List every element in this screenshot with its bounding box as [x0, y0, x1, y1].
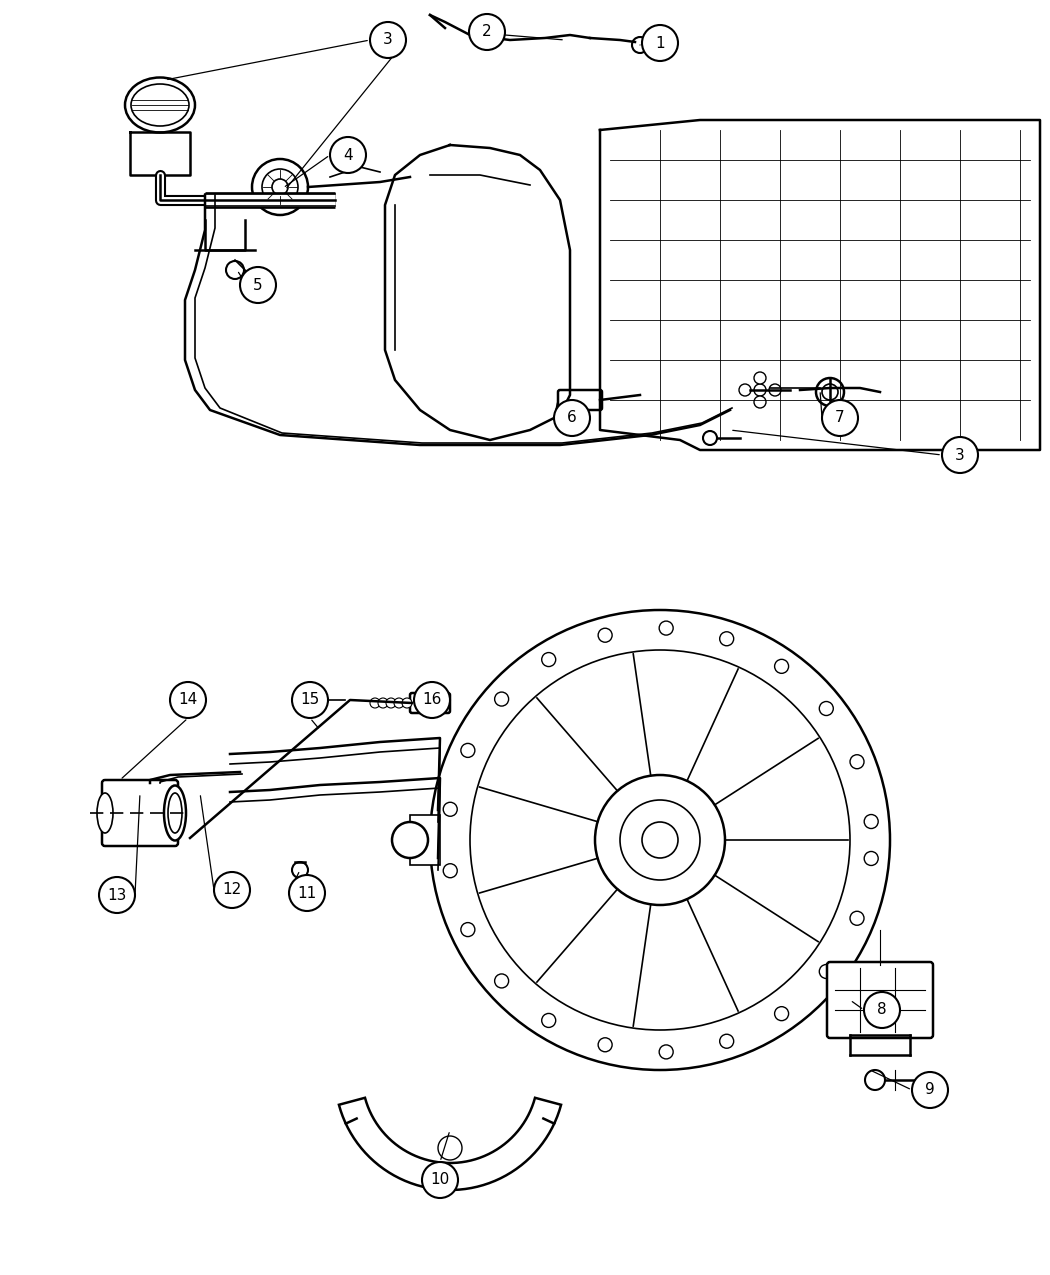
Polygon shape	[410, 815, 440, 864]
Circle shape	[461, 923, 475, 937]
Ellipse shape	[97, 793, 113, 833]
Circle shape	[642, 822, 678, 858]
Circle shape	[394, 697, 404, 708]
Circle shape	[252, 159, 308, 215]
Circle shape	[912, 1072, 948, 1108]
Circle shape	[469, 14, 505, 50]
Text: 16: 16	[422, 692, 442, 708]
Circle shape	[632, 37, 648, 54]
Circle shape	[470, 650, 850, 1030]
Circle shape	[554, 400, 590, 436]
Circle shape	[478, 1163, 491, 1177]
Text: 4: 4	[343, 148, 353, 162]
Text: 1: 1	[655, 36, 665, 51]
FancyBboxPatch shape	[827, 963, 933, 1038]
Circle shape	[360, 1126, 374, 1140]
Circle shape	[864, 992, 900, 1028]
Circle shape	[850, 912, 864, 926]
Circle shape	[226, 261, 244, 279]
Circle shape	[822, 384, 838, 400]
Text: 3: 3	[383, 32, 393, 47]
Circle shape	[531, 1118, 545, 1132]
Text: 8: 8	[877, 1002, 887, 1017]
Circle shape	[704, 431, 717, 445]
Circle shape	[659, 1046, 673, 1060]
Circle shape	[775, 1007, 789, 1021]
Circle shape	[754, 384, 766, 397]
Circle shape	[370, 22, 406, 57]
Circle shape	[819, 964, 834, 978]
Ellipse shape	[131, 84, 189, 126]
Circle shape	[461, 743, 475, 757]
Circle shape	[330, 136, 366, 173]
Text: 6: 6	[567, 411, 576, 426]
Circle shape	[659, 621, 673, 635]
Circle shape	[775, 659, 789, 673]
Circle shape	[595, 775, 724, 905]
Circle shape	[422, 1162, 458, 1198]
Text: 5: 5	[253, 278, 262, 292]
Circle shape	[495, 692, 508, 706]
Circle shape	[438, 1136, 462, 1160]
Circle shape	[542, 1014, 555, 1028]
Circle shape	[393, 1156, 406, 1170]
Circle shape	[942, 437, 978, 473]
Circle shape	[414, 682, 450, 718]
Circle shape	[719, 631, 734, 645]
Circle shape	[214, 872, 250, 908]
Circle shape	[598, 1038, 612, 1052]
Circle shape	[99, 877, 135, 913]
Circle shape	[719, 1034, 734, 1048]
Text: 13: 13	[107, 887, 127, 903]
Circle shape	[240, 266, 276, 303]
Polygon shape	[339, 1098, 561, 1190]
Circle shape	[816, 377, 844, 405]
Circle shape	[392, 822, 428, 858]
Circle shape	[850, 755, 864, 769]
Text: 10: 10	[430, 1173, 449, 1187]
Circle shape	[443, 802, 457, 816]
Text: 9: 9	[925, 1082, 934, 1098]
Circle shape	[620, 799, 700, 880]
Circle shape	[865, 1070, 885, 1090]
FancyBboxPatch shape	[102, 780, 178, 847]
Text: 12: 12	[223, 882, 242, 898]
Text: 15: 15	[300, 692, 319, 708]
Circle shape	[378, 697, 388, 708]
Circle shape	[262, 170, 298, 205]
Ellipse shape	[168, 793, 182, 833]
Circle shape	[313, 694, 327, 708]
Circle shape	[769, 384, 781, 397]
Text: 2: 2	[482, 24, 491, 40]
Text: 3: 3	[956, 448, 965, 463]
Circle shape	[864, 852, 878, 866]
Circle shape	[495, 974, 508, 988]
Circle shape	[443, 863, 457, 877]
Circle shape	[598, 629, 612, 643]
Ellipse shape	[164, 785, 186, 840]
Text: 7: 7	[835, 411, 845, 426]
Circle shape	[289, 875, 326, 912]
Circle shape	[402, 697, 412, 708]
FancyBboxPatch shape	[558, 390, 602, 411]
Circle shape	[754, 397, 766, 408]
FancyBboxPatch shape	[410, 694, 450, 713]
Circle shape	[739, 384, 751, 397]
Circle shape	[292, 862, 308, 878]
Circle shape	[386, 697, 396, 708]
Text: 11: 11	[297, 886, 317, 900]
Circle shape	[864, 815, 878, 829]
Circle shape	[370, 697, 380, 708]
Circle shape	[754, 372, 766, 384]
Circle shape	[542, 653, 555, 667]
Circle shape	[272, 179, 288, 195]
Ellipse shape	[125, 78, 195, 133]
Text: 14: 14	[178, 692, 197, 708]
Circle shape	[819, 701, 834, 715]
Circle shape	[292, 682, 328, 718]
Circle shape	[170, 682, 206, 718]
Circle shape	[822, 400, 858, 436]
Circle shape	[642, 26, 678, 61]
Circle shape	[430, 609, 890, 1070]
